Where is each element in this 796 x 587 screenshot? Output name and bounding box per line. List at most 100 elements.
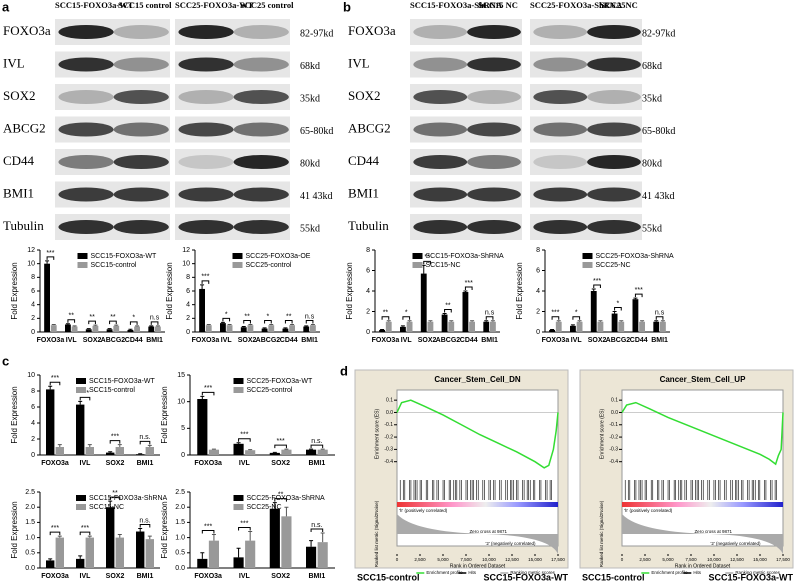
es-curve (621, 401, 784, 466)
y-tick-label: 0.1 (611, 397, 618, 403)
y-tick-label: 8 (31, 388, 35, 395)
y-tick-label: -0.1 (609, 422, 618, 428)
bar (233, 557, 244, 568)
legend-label: Enrichment profile (426, 570, 463, 575)
blot-band (178, 90, 234, 104)
legend-swatch (76, 495, 86, 501)
bar (148, 326, 155, 332)
blot-size-label: 82-97kd (300, 28, 333, 39)
significance-bracket (634, 293, 643, 298)
x-tick-label: 7,500 (460, 557, 472, 562)
bar (448, 321, 455, 332)
significance-bracket (274, 498, 287, 502)
significance-label: *** (111, 433, 119, 440)
legend-label: Enrichment profile (651, 570, 688, 575)
error-bar (87, 444, 92, 447)
x-tick-label: IVL (401, 337, 413, 344)
y-tick-label: 0 (181, 452, 185, 459)
error-bar (149, 325, 154, 327)
x-tick-label: CD44 (460, 337, 478, 344)
blot-row-label: SOX2 (3, 88, 36, 103)
x-tick-label: BMI1 (651, 337, 668, 344)
error-bar (550, 328, 555, 330)
error-bar (407, 320, 412, 322)
y-tick-label: -0.2 (609, 434, 618, 440)
significance-bracket (222, 317, 231, 322)
group-label: SCC15-FOXO3a-WT (708, 572, 793, 582)
blot-band (467, 122, 521, 137)
significance-bracket (67, 319, 76, 323)
y-tick-label: -0.3 (384, 447, 393, 453)
blot-band (467, 187, 521, 202)
significance-label: *** (204, 523, 212, 530)
bar (490, 321, 496, 332)
bar (245, 540, 256, 568)
y-tick-label: 8 (31, 274, 35, 281)
x-tick-label: SOX2 (83, 337, 102, 344)
error-bar (272, 502, 277, 509)
x-tick-label: ABCG2 (436, 337, 461, 344)
significance-bracket (274, 444, 287, 449)
blot-band (533, 220, 588, 234)
significance-bracket (46, 256, 55, 260)
y-tick-label: 5 (181, 425, 185, 432)
blot-band (533, 90, 588, 104)
blot-band (178, 122, 234, 137)
significance-label: n.s (150, 315, 160, 322)
bar (441, 314, 448, 332)
error-bar (78, 400, 83, 405)
blot-row-label: FOXO3a (348, 23, 396, 38)
legend-label: SCC25-control (247, 387, 293, 394)
blot-header: SCC15-FOXO3a-WT (55, 0, 134, 10)
y-axis-label: Fold Expression (10, 501, 19, 558)
blot-band (233, 25, 289, 39)
blot-size-label: 65-80kd (642, 126, 675, 137)
error-bar (449, 320, 454, 322)
y-tick-label: 10 (182, 261, 190, 268)
blot-band (587, 122, 641, 137)
error-bar (108, 451, 113, 453)
significance-bracket (485, 316, 494, 320)
blot-band (413, 25, 468, 39)
zero-cross: Zero cross at 9871 (694, 529, 732, 534)
y-tick-label: 2.5 (175, 489, 185, 496)
error-bar (654, 320, 659, 322)
bar (55, 537, 64, 568)
x-tick-label: CD44 (280, 337, 298, 344)
bar (85, 537, 94, 568)
error-bar (241, 326, 246, 328)
significance-label: ** (278, 491, 284, 498)
error-bar (114, 324, 119, 326)
blot-size-label: 55kd (642, 223, 662, 234)
blot-size-label: 41 43kd (642, 191, 675, 202)
error-bar (206, 323, 211, 326)
y-tick-label: 2.0 (175, 504, 185, 511)
bar (289, 325, 295, 332)
x-tick-label: 15,000 (753, 557, 767, 562)
significance-bracket (238, 527, 251, 531)
legend-swatch (233, 495, 244, 501)
y-tick-label: 4 (186, 302, 190, 309)
group-label: SCC15-control (582, 572, 645, 582)
error-bar (93, 324, 98, 326)
significance-bracket (49, 531, 61, 536)
y-axis-label: Fold Expression (345, 262, 354, 319)
blot-band (58, 187, 114, 202)
bar (220, 323, 226, 332)
significance-label: ** (445, 302, 451, 309)
hits (399, 480, 552, 500)
y-tick-label: 4 (31, 302, 35, 309)
error-bar (48, 558, 53, 561)
x-tick-label: FOXO3a (372, 337, 400, 344)
error-bar (284, 448, 289, 450)
bar (570, 325, 576, 332)
blot-band (587, 90, 641, 104)
x-tick-label: ABCG2 (101, 337, 126, 344)
blot-size-label: 41 43kd (300, 191, 333, 202)
y-tick-label: 2.5 (25, 489, 35, 496)
bar (269, 452, 280, 455)
significance-label: *** (204, 385, 212, 392)
bar (197, 399, 208, 455)
bar (597, 321, 604, 332)
